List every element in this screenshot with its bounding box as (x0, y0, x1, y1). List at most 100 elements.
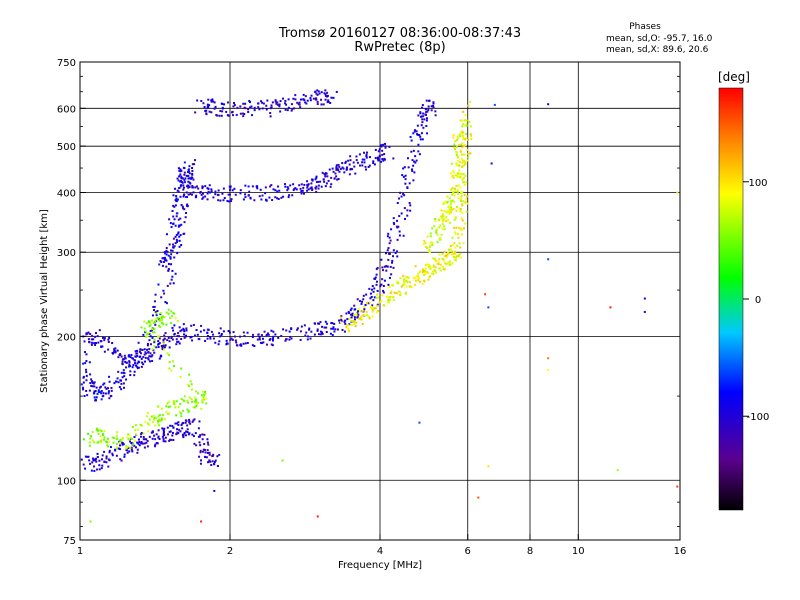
data-point (154, 293, 157, 296)
data-point (246, 341, 249, 344)
data-point (84, 467, 87, 470)
data-point (90, 338, 93, 341)
data-point (303, 99, 306, 102)
data-point (351, 312, 354, 315)
data-point (432, 106, 435, 109)
data-point (446, 200, 449, 203)
data-point (244, 342, 247, 345)
data-point (309, 97, 312, 100)
data-point (185, 211, 188, 214)
data-point (424, 245, 427, 248)
data-point (307, 188, 310, 191)
data-point (363, 151, 366, 154)
data-point (460, 132, 463, 135)
data-point (195, 404, 198, 407)
data-point (83, 395, 86, 398)
data-point (330, 327, 333, 330)
data-point (370, 295, 373, 298)
data-point (260, 341, 263, 344)
data-point (547, 258, 550, 261)
data-point (361, 314, 364, 317)
data-point (83, 340, 86, 343)
data-point (161, 435, 164, 438)
data-point (453, 218, 456, 221)
data-point (287, 106, 290, 109)
data-point (438, 237, 441, 240)
data-point (82, 376, 85, 379)
data-point (151, 336, 154, 339)
data-point (137, 341, 140, 344)
data-point (396, 219, 399, 222)
data-point (392, 221, 395, 224)
data-point (248, 190, 251, 193)
data-point (170, 335, 173, 338)
data-point (268, 196, 271, 199)
data-point (117, 370, 120, 373)
data-point (145, 352, 148, 355)
data-point (303, 183, 306, 186)
data-point (175, 197, 178, 200)
data-point (92, 439, 95, 442)
data-point (380, 258, 383, 261)
data-point (178, 335, 181, 338)
data-point (127, 438, 130, 441)
data-point (462, 135, 465, 138)
data-point (393, 223, 396, 226)
data-point (86, 394, 89, 397)
data-point (195, 185, 198, 188)
data-point (171, 431, 174, 434)
data-point (158, 337, 161, 340)
data-point (341, 328, 344, 331)
data-point (168, 340, 171, 343)
data-point (305, 331, 308, 334)
data-point (465, 124, 468, 127)
data-point (152, 305, 155, 308)
data-point (210, 188, 213, 191)
data-point (186, 383, 189, 386)
data-point (377, 296, 380, 299)
data-point (436, 233, 439, 236)
colorbar-tick-label: 100 (748, 178, 767, 189)
data-point (89, 373, 92, 376)
data-point (153, 305, 156, 308)
data-point (167, 308, 170, 311)
data-point (298, 101, 301, 104)
data-point (157, 424, 160, 427)
data-point (194, 195, 197, 198)
data-point (402, 167, 405, 170)
data-point (170, 337, 173, 340)
data-point (174, 403, 177, 406)
data-point (182, 166, 185, 169)
data-point (174, 199, 177, 202)
data-point (454, 256, 457, 259)
data-point (120, 382, 123, 385)
data-point (325, 182, 328, 185)
data-point (178, 239, 181, 242)
data-point (82, 381, 85, 384)
data-point (91, 431, 94, 434)
data-point (267, 333, 270, 336)
data-point (121, 358, 124, 361)
data-point (163, 316, 166, 319)
data-point (432, 104, 435, 107)
data-point (154, 311, 157, 314)
data-point (244, 102, 247, 105)
data-point (201, 390, 204, 393)
data-point (346, 318, 349, 321)
data-point (173, 324, 176, 327)
data-point (458, 143, 461, 146)
data-point (439, 238, 442, 241)
data-point (316, 89, 319, 92)
data-point (158, 414, 161, 417)
data-point (414, 283, 417, 286)
data-point (193, 442, 196, 445)
data-point (139, 435, 142, 438)
data-point (406, 281, 409, 284)
data-point (369, 297, 372, 300)
data-point (396, 281, 399, 284)
data-point (313, 333, 316, 336)
data-point (185, 329, 188, 332)
data-point (107, 338, 110, 341)
data-point (425, 119, 428, 122)
data-point (131, 450, 134, 453)
